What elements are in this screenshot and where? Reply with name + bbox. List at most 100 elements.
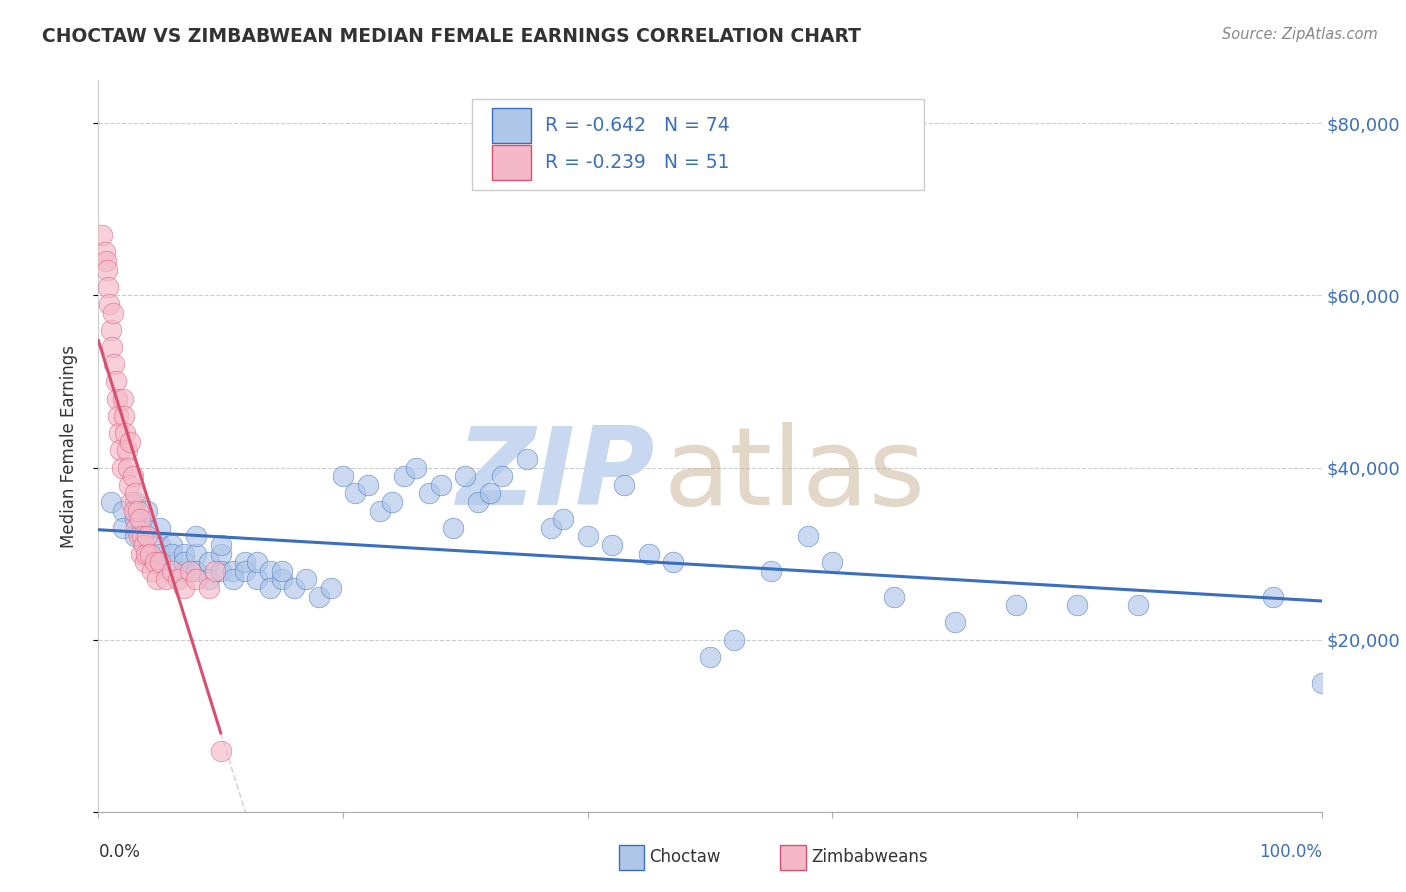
Point	[100, 495, 122, 509]
Point	[120, 434, 142, 449]
Text: Zimbabweans: Zimbabweans	[811, 848, 928, 866]
Point	[143, 555, 166, 569]
Point	[110, 443, 132, 458]
Point	[761, 564, 783, 578]
Point	[117, 460, 139, 475]
Point	[136, 529, 159, 543]
Point	[118, 477, 141, 491]
Point	[233, 555, 256, 569]
Point	[125, 521, 148, 535]
Text: R = -0.239   N = 51: R = -0.239 N = 51	[546, 153, 730, 171]
Point	[129, 512, 152, 526]
Point	[105, 392, 128, 406]
Point	[136, 521, 159, 535]
Point	[120, 495, 142, 509]
Point	[259, 581, 281, 595]
Text: CHOCTAW VS ZIMBABWEAN MEDIAN FEMALE EARNINGS CORRELATION CHART: CHOCTAW VS ZIMBABWEAN MEDIAN FEMALE EARN…	[42, 27, 862, 45]
Text: 0.0%: 0.0%	[98, 843, 141, 861]
Point	[186, 564, 208, 578]
Point	[222, 564, 245, 578]
Point	[124, 529, 146, 543]
Point	[222, 573, 245, 587]
Point	[197, 573, 219, 587]
Point	[553, 512, 575, 526]
Point	[179, 564, 201, 578]
Point	[96, 262, 118, 277]
Point	[155, 573, 177, 587]
Point	[259, 564, 281, 578]
Point	[149, 538, 172, 552]
Point	[97, 280, 120, 294]
Point	[723, 632, 745, 647]
Point	[613, 477, 636, 491]
Point	[491, 469, 513, 483]
Point	[160, 547, 183, 561]
Point	[114, 426, 136, 441]
Point	[454, 469, 477, 483]
Point	[270, 573, 294, 587]
Point	[540, 521, 562, 535]
Point	[91, 228, 114, 243]
Point	[149, 521, 172, 535]
FancyBboxPatch shape	[492, 145, 531, 180]
Text: Source: ZipAtlas.com: Source: ZipAtlas.com	[1222, 27, 1378, 42]
Point	[197, 555, 219, 569]
Point	[638, 547, 661, 561]
Text: ZIP: ZIP	[457, 422, 655, 528]
Point	[319, 581, 342, 595]
Point	[600, 538, 623, 552]
Point	[128, 529, 150, 543]
Point	[441, 521, 464, 535]
Point	[270, 564, 294, 578]
Point	[111, 521, 134, 535]
Point	[173, 547, 195, 561]
FancyBboxPatch shape	[492, 108, 531, 144]
Point	[883, 590, 905, 604]
Point	[186, 529, 208, 543]
Point	[122, 503, 145, 517]
Point	[121, 469, 143, 483]
Point	[332, 469, 354, 483]
Point	[127, 503, 149, 517]
Point	[515, 451, 537, 466]
Point	[209, 547, 232, 561]
Point	[111, 503, 134, 517]
Point	[111, 460, 134, 475]
Point	[132, 538, 155, 552]
Point	[101, 340, 124, 354]
Point	[576, 529, 599, 543]
Point	[356, 477, 378, 491]
Point	[283, 581, 305, 595]
Point	[115, 443, 138, 458]
Point	[108, 426, 131, 441]
Point	[430, 477, 453, 491]
Point	[405, 460, 427, 475]
Point	[100, 323, 122, 337]
Point	[1261, 590, 1284, 604]
Point	[204, 564, 226, 578]
Point	[233, 564, 256, 578]
Point	[173, 564, 195, 578]
Point	[129, 547, 152, 561]
Point	[112, 409, 135, 423]
Point	[209, 564, 232, 578]
Point	[209, 744, 232, 758]
Point	[104, 375, 127, 389]
Point	[1128, 598, 1150, 612]
Point	[107, 409, 129, 423]
Point	[1310, 675, 1333, 690]
Point	[94, 254, 117, 268]
Point	[135, 547, 157, 561]
Point	[186, 547, 208, 561]
Point	[295, 573, 318, 587]
Y-axis label: Median Female Earnings: Median Female Earnings	[59, 344, 77, 548]
Point	[149, 547, 172, 561]
Point	[209, 538, 232, 552]
Point	[141, 564, 163, 578]
Point	[98, 297, 121, 311]
Point	[93, 245, 115, 260]
Point	[160, 564, 183, 578]
Point	[124, 495, 146, 509]
Point	[134, 555, 156, 569]
Point	[344, 486, 367, 500]
